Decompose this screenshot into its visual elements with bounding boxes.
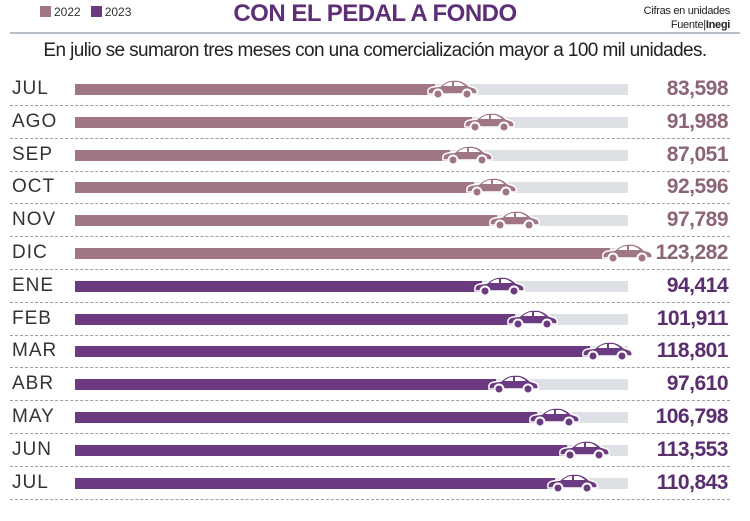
- value-label: 94,414: [666, 273, 729, 297]
- month-label: OCT: [12, 176, 56, 198]
- car-icon: [600, 240, 654, 264]
- month-label: AGO: [12, 110, 58, 132]
- bar-row: JUL 110,843: [0, 467, 750, 500]
- bar-row: ENE 94,414: [0, 270, 750, 303]
- value-label: 113,553: [656, 437, 729, 461]
- month-label: MAY: [12, 406, 55, 427]
- car-icon: [505, 306, 559, 330]
- bar: [75, 313, 516, 325]
- month-label: ABR: [12, 373, 55, 395]
- bar: [75, 116, 472, 128]
- row-separator: [10, 203, 730, 205]
- bar-row: DIC 123,282: [0, 237, 750, 270]
- month-label: JUL: [12, 78, 49, 99]
- row-separator: [10, 301, 730, 303]
- value-label: 118,801: [656, 339, 729, 363]
- value-label: 123,282: [655, 241, 729, 264]
- value-label: 97,610: [666, 372, 729, 396]
- bar-row: AGO 91,988: [0, 106, 750, 139]
- month-label: JUN: [12, 438, 52, 460]
- car-icon: [545, 470, 599, 494]
- bar-row: FEB 101,911: [0, 303, 750, 336]
- bar-row: MAY 106,798: [0, 401, 750, 434]
- row-separator: [10, 367, 730, 369]
- bar-row: JUL 83,598: [0, 73, 750, 106]
- car-icon: [580, 338, 634, 362]
- bar-row: ABR 97,610: [0, 368, 750, 402]
- value-label: 83,598: [666, 77, 729, 100]
- row-separator: [10, 334, 730, 336]
- car-icon: [486, 371, 540, 395]
- row-separator: [10, 465, 730, 467]
- row-separator: [10, 498, 730, 500]
- month-label: ENE: [12, 274, 55, 296]
- value-label: 91,988: [666, 109, 729, 133]
- legend-item-2023: 2023: [90, 5, 131, 19]
- car-icon: [462, 109, 516, 133]
- value-label: 97,789: [666, 208, 729, 232]
- month-label: FEB: [12, 307, 52, 329]
- bar: [75, 444, 567, 456]
- month-label: MAR: [12, 340, 58, 362]
- source-note: Cifras en unidades Fuente|Inegi: [643, 5, 731, 31]
- chart-subtitle: En julio se sumaron tres meses con una c…: [43, 40, 707, 61]
- bar-row: SEP 87,051: [0, 139, 750, 172]
- divider: [10, 32, 740, 34]
- bar: [75, 280, 483, 292]
- month-label: NOV: [12, 209, 57, 231]
- bar: [75, 477, 555, 489]
- car-icon: [464, 174, 518, 198]
- bar-row: JUN 113,553: [0, 434, 750, 467]
- car-icon: [527, 404, 581, 428]
- legend: 2022 2023: [40, 5, 131, 19]
- month-label: SEP: [12, 143, 54, 165]
- bar: [75, 346, 590, 358]
- row-separator: [10, 400, 730, 402]
- value-label: 106,798: [655, 405, 729, 428]
- row-separator: [10, 269, 730, 270]
- row-separator: [10, 236, 730, 238]
- value-label: 110,843: [656, 470, 729, 494]
- car-icon: [440, 142, 494, 166]
- row-separator: [10, 137, 730, 139]
- row-separator: [10, 433, 730, 434]
- month-label: JUL: [12, 471, 49, 493]
- chart-title: CON EL PEDAL A FONDO: [233, 0, 517, 27]
- bar: [75, 215, 498, 227]
- bar: [75, 379, 497, 391]
- car-icon: [425, 76, 479, 100]
- row-separator: [10, 105, 730, 106]
- bar: [75, 84, 435, 95]
- bar-row: OCT 92,596: [0, 171, 750, 205]
- bar: [75, 248, 610, 259]
- month-label: DIC: [12, 242, 48, 263]
- car-icon: [487, 207, 541, 231]
- bar: [75, 412, 537, 423]
- value-label: 87,051: [666, 142, 729, 166]
- car-icon: [557, 437, 611, 461]
- value-label: 92,596: [666, 175, 729, 199]
- bar-row: NOV 97,789: [0, 204, 750, 238]
- car-icon: [472, 273, 526, 297]
- legend-item-2022: 2022: [40, 5, 81, 19]
- bar: [75, 149, 450, 161]
- value-label: 101,911: [656, 306, 729, 330]
- bar: [75, 182, 475, 194]
- bar-row: MAR 118,801: [0, 335, 750, 369]
- row-separator: [10, 170, 730, 172]
